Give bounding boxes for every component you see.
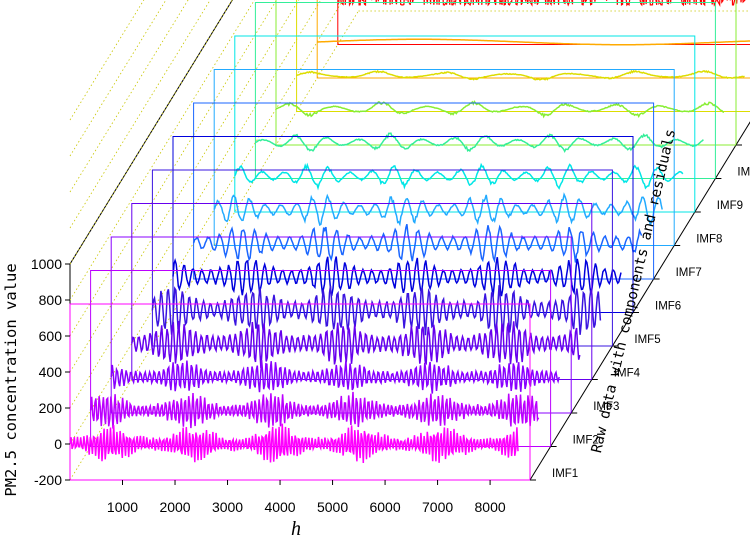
x-tick-label: 1000 [107,499,138,515]
series-line [110,359,560,394]
series-label: IMF9 [717,200,743,212]
slice-frame [213,69,675,246]
series-imf7: IMF7 [192,102,702,280]
x-tick-label: 3000 [212,499,243,515]
series-original-data: Original data [337,0,750,45]
x-tick-label: 4000 [264,499,295,515]
series-line [89,391,540,429]
series-imf4: IMF4 [131,203,641,380]
series-layer: Original dataRESIMF12IMF11 IMF10 IMF9 IMF8 I… [69,0,750,481]
x-tick-label: 5000 [317,499,348,515]
slice-frame [90,270,552,447]
series-line [213,192,663,227]
x-tick-label: 8000 [475,499,506,515]
x-tick-label: 7000 [422,499,453,515]
series-label: IMF3 [593,401,619,413]
tick-labels: -200 0 200 400 600 800 1000 1000 2000 3000 4000 500… [31,256,506,515]
y-tick-label: -200 [34,472,62,488]
slice-frame [69,303,531,481]
y-tick-label: 1000 [31,256,62,272]
series-label: IMF8 [696,234,722,246]
gridlines [69,0,750,481]
series-imf9: IMF9 [234,35,743,213]
series-label: IMF1 [552,468,578,480]
series-imf8: IMF8 [213,69,722,246]
slice-frame [234,35,696,213]
series-imf12: IMF12 [296,0,750,112]
y-tick-label: 400 [39,364,63,380]
series-label: IMF4 [614,368,641,380]
series-imf10: IMF10 [254,2,750,179]
y-tick-label: 800 [39,292,63,308]
x-axis-label: h [291,518,301,540]
series-label: IMF7 [676,267,702,279]
series-imf11: IMF11 [275,0,742,146]
series-line [172,256,622,297]
series-label: IMF2 [573,435,599,447]
series-imf6: IMF6 [172,136,681,313]
y-tick-label: 0 [54,436,62,452]
series-line [234,162,684,191]
series-label: IMF6 [655,301,681,313]
series-imf5: IMF5 [151,169,661,347]
series-line [296,69,745,81]
series-line [317,38,750,46]
slice-frame [151,169,613,347]
series-line [69,423,519,464]
series-line [131,320,581,368]
slice-frame [337,0,750,45]
series-line [255,132,704,153]
series-label: IMF5 [634,334,660,346]
series-line [192,223,643,264]
series-imf3: IMF3 [110,236,619,414]
z-axis-label: Raw data with components and residuals [589,128,679,455]
series-line [275,100,725,119]
y-tick-label: 200 [39,400,63,416]
y-axis-label: PM2.5 concentration value [2,263,20,496]
slice-frame [275,0,737,146]
slice-frame [316,0,750,79]
slice-frame [296,0,750,112]
y-tick-label: 600 [39,328,63,344]
series-label: IMF10 [737,167,750,179]
x-tick-label: 2000 [159,499,190,515]
series-res: RES [316,0,750,79]
slice-frame [110,236,572,414]
series-line [151,285,602,336]
slice-frame [254,2,716,179]
series-imf1: IMF1 [69,303,578,481]
top-edge-line [69,0,233,265]
x-tick-label: 6000 [369,499,400,515]
